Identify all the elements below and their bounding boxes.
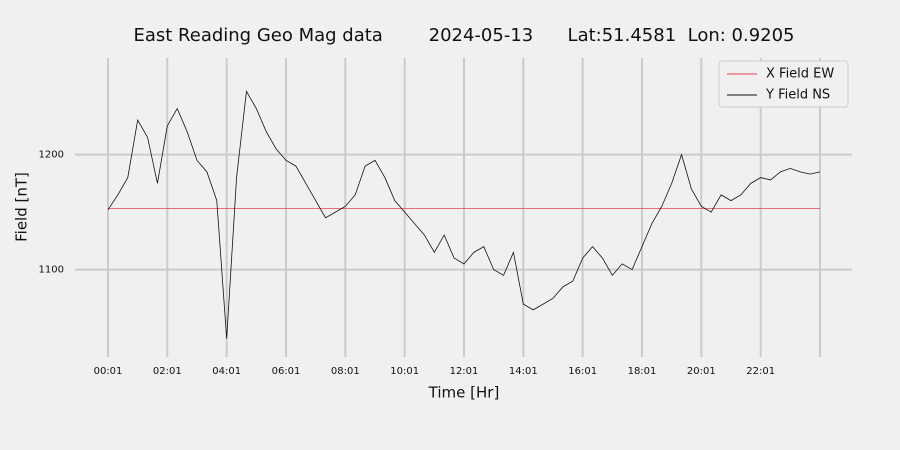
- legend-label: Y Field NS: [765, 88, 830, 103]
- x-tick-label: 20:01: [687, 366, 716, 377]
- x-axis-label: Time [Hr]: [428, 384, 500, 402]
- data-line: [107, 90, 821, 339]
- x-tick-label: 16:01: [568, 366, 597, 377]
- y-tick-label: 1100: [39, 265, 64, 276]
- x-tick-label: 14:01: [509, 366, 538, 377]
- x-tick-label: 18:01: [628, 366, 657, 377]
- x-tick-label: 10:01: [390, 366, 419, 377]
- x-tick-label: 12:01: [450, 366, 479, 377]
- x-tick-label: 02:01: [153, 366, 182, 377]
- y-tick-label: 1200: [39, 150, 64, 161]
- x-tick-label: 00:01: [94, 366, 123, 377]
- x-tick-label: 04:01: [212, 366, 241, 377]
- chart-title: East Reading Geo Mag data 2024-05-13 Lat…: [133, 25, 794, 46]
- legend-label: X Field EW: [766, 67, 834, 82]
- x-tick-label: 06:01: [272, 366, 301, 377]
- x-tick-label: 08:01: [331, 366, 360, 377]
- y-axis-label: Field [nT]: [13, 172, 31, 242]
- x-tick-label: 22:01: [746, 366, 775, 377]
